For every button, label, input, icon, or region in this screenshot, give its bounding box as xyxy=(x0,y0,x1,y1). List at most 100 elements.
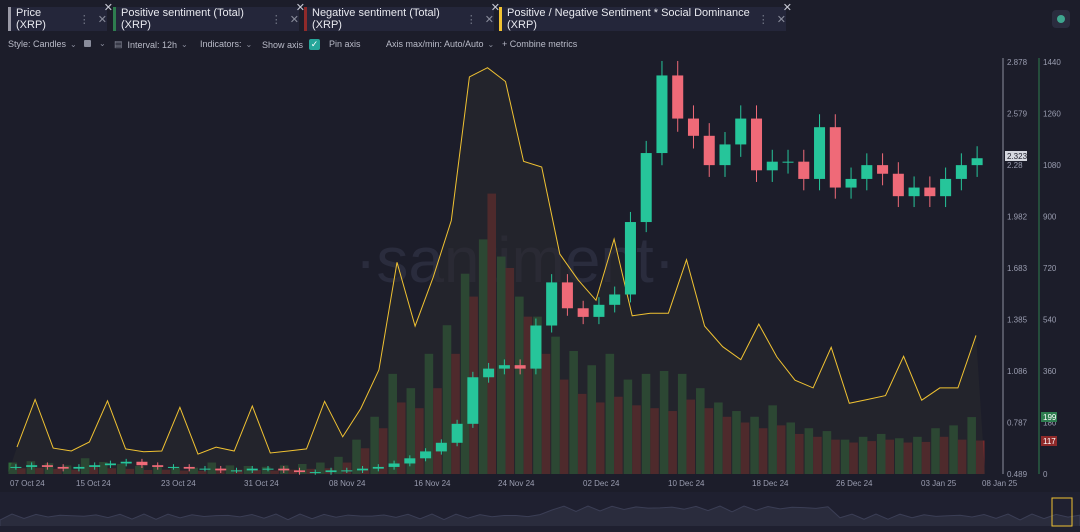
candle-body xyxy=(814,127,826,179)
indicators-dropdown[interactable]: Indicators: ⌄ xyxy=(200,39,252,49)
price-candles xyxy=(10,60,983,475)
candle-body xyxy=(514,365,526,369)
tab-negative-sentiment[interactable]: Negative sentiment (Total) (XRP) ⋮ ✕ ✕ xyxy=(304,2,500,31)
interval-label: Interval: 12h xyxy=(127,39,178,50)
remove-metric-icon[interactable]: ✕ xyxy=(782,2,792,14)
sentiment-tick-label: 1440 xyxy=(1043,58,1061,67)
combine-metrics-button[interactable]: + Combine metrics xyxy=(502,39,577,49)
close-icon[interactable]: ✕ xyxy=(776,13,786,26)
candle-body xyxy=(546,282,558,326)
date-tick-label: 07 Oct 24 xyxy=(10,479,45,488)
more-icon[interactable]: ⋮ xyxy=(78,13,90,26)
more-icon[interactable]: ⋮ xyxy=(465,13,477,26)
date-tick-label: 18 Dec 24 xyxy=(752,479,789,488)
color-picker[interactable]: ⌄ xyxy=(84,39,106,48)
close-icon[interactable]: ✕ xyxy=(97,13,107,26)
candle-body xyxy=(294,470,306,473)
candle-body xyxy=(577,308,589,317)
candle-body xyxy=(656,75,668,154)
pin-axis-toggle[interactable]: Pin axis xyxy=(329,39,361,49)
date-tick-label: 24 Nov 24 xyxy=(498,479,535,488)
candle-body xyxy=(388,463,400,467)
candle-body xyxy=(719,144,731,166)
positive-current-badge xyxy=(1041,412,1057,422)
candle-body xyxy=(829,127,841,188)
chart-toolbar: Style: Candles ⌄ ⌄ ▤ Interval: 12h ⌄ Indica… xyxy=(0,37,1080,53)
candle-body xyxy=(404,458,416,464)
price-axis: 2.878 2.579 2.28 1.982 1.683 1.385 1.086 0.787 0… xyxy=(1007,58,1028,479)
navigator-sparkline xyxy=(0,505,1080,526)
metric-tabs: Price (XRP) ⋮ ✕ ✕ Positive sentiment (To… xyxy=(0,0,1080,36)
date-tick-label: 08 Jan 25 xyxy=(982,479,1018,488)
candle-body xyxy=(278,468,290,471)
ratio-area xyxy=(8,67,985,474)
date-tick-label: 10 Dec 24 xyxy=(668,479,705,488)
candle-body xyxy=(908,187,920,197)
date-tick-label: 15 Oct 24 xyxy=(76,479,111,488)
indicators-label: Indicators: xyxy=(200,39,242,49)
axis-maxmin-dropdown[interactable]: Axis max/min: Auto/Auto ⌄ xyxy=(386,39,494,49)
candle-body xyxy=(435,442,447,452)
x-axis: 07 Oct 24 15 Oct 24 23 Oct 24 31 Oct 24 08 N… xyxy=(10,479,1018,488)
candle-body xyxy=(372,466,384,469)
more-icon[interactable]: ⋮ xyxy=(757,13,769,26)
candle-body xyxy=(561,282,573,309)
candle-body xyxy=(609,294,621,305)
price-tick-label: 2.28 xyxy=(1007,161,1023,170)
navigator-handle[interactable] xyxy=(1051,497,1073,527)
close-icon[interactable]: ✕ xyxy=(289,13,299,26)
sentiment-tick-label: 1260 xyxy=(1043,110,1061,119)
more-icon[interactable]: ⋮ xyxy=(270,13,282,26)
color-swatch-icon xyxy=(84,40,91,47)
combine-metrics-label: + Combine metrics xyxy=(502,39,578,49)
remove-metric-icon[interactable]: ✕ xyxy=(103,2,113,14)
candle-body xyxy=(215,468,227,471)
candle-body xyxy=(41,465,53,467)
tab-negative-label: Negative sentiment (Total) (XRP) xyxy=(312,7,440,31)
chevron-down-icon: ⌄ xyxy=(245,39,253,49)
ratio-line xyxy=(16,67,977,455)
negative-current-value: 117 xyxy=(1043,437,1056,446)
price-tick-label: 1.683 xyxy=(1007,264,1028,273)
candle-body xyxy=(877,165,889,174)
candle-body xyxy=(766,161,778,171)
style-dropdown[interactable]: Style: Candles ⌄ xyxy=(8,39,77,49)
candle-body xyxy=(10,466,22,468)
sentiment-tick-label: 720 xyxy=(1043,264,1057,273)
checkbox-checked-icon[interactable]: ✓ xyxy=(309,39,321,50)
candle-body xyxy=(57,466,69,469)
current-price-badge xyxy=(1005,151,1027,161)
tab-positive-sentiment[interactable]: Positive sentiment (Total) (XRP) ⋮ ✕ ✕ xyxy=(113,2,305,31)
tab-ratio-label: Positive / Negative Sentiment * Social D… xyxy=(507,7,750,31)
date-tick-label: 03 Jan 25 xyxy=(921,479,957,488)
show-axis-toggle[interactable]: Show axis ✓ xyxy=(262,39,326,50)
price-tick-label: 1.086 xyxy=(1007,367,1028,376)
candle-body xyxy=(861,165,873,179)
remove-metric-icon[interactable]: ✕ xyxy=(295,2,305,14)
chevron-down-icon: ⌄ xyxy=(99,39,106,48)
candle-body xyxy=(530,325,542,369)
candle-body xyxy=(341,470,353,472)
candle-body xyxy=(483,368,495,378)
chevron-down-icon: ⌄ xyxy=(70,39,77,49)
tab-price-label: Price (XRP) xyxy=(16,7,46,31)
positive-current-value: 199 xyxy=(1043,413,1057,422)
candle-body xyxy=(136,461,148,466)
remove-metric-icon[interactable]: ✕ xyxy=(490,2,500,14)
tab-positive-label: Positive sentiment (Total) (XRP) xyxy=(121,7,244,31)
price-tick-label: 0.787 xyxy=(1007,419,1028,428)
settings-icon[interactable] xyxy=(1052,10,1070,28)
tab-sentiment-dominance[interactable]: Positive / Negative Sentiment * Social D… xyxy=(499,2,792,31)
calendar-icon: ▤ xyxy=(114,39,123,49)
candle-body xyxy=(971,158,983,166)
date-tick-label: 26 Dec 24 xyxy=(836,479,873,488)
tab-price[interactable]: Price (XRP) ⋮ ✕ ✕ xyxy=(8,2,113,31)
candle-body xyxy=(357,468,369,471)
close-icon[interactable]: ✕ xyxy=(484,13,494,26)
interval-dropdown[interactable]: ▤ Interval: 12h ⌄ xyxy=(114,39,188,50)
sentiment-tick-label: 360 xyxy=(1043,367,1057,376)
price-tick-label: 0.489 xyxy=(1007,470,1028,479)
candle-body xyxy=(89,465,101,467)
candle-body xyxy=(593,304,605,317)
